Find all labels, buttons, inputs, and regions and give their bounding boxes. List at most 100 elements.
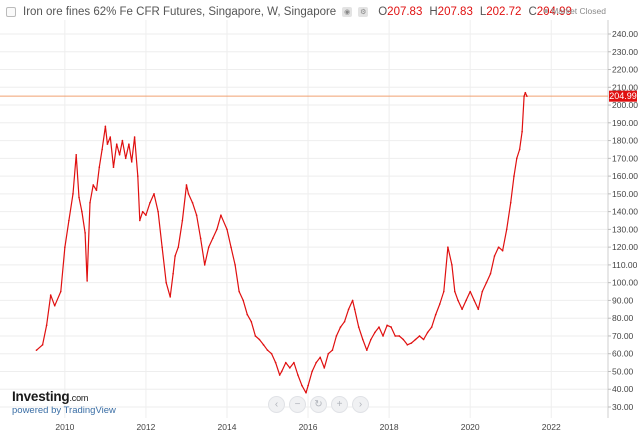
series-point (254, 335, 257, 337)
y-tick-label: 40.00 (612, 384, 634, 394)
series-point (335, 335, 338, 337)
x-tick-label: 2010 (55, 422, 74, 432)
series-point (230, 246, 232, 248)
series-point (438, 303, 441, 305)
symbol-toggle-icon[interactable] (6, 7, 16, 17)
y-tick-label: 50.00 (612, 366, 634, 376)
series-point (297, 374, 299, 376)
series-point (501, 249, 504, 252)
series-point (394, 335, 397, 337)
x-tick-label: 2016 (299, 422, 318, 432)
series-point (505, 228, 508, 231)
series-point (434, 313, 437, 316)
series-point (195, 214, 198, 216)
series-point (457, 299, 459, 302)
current-price-label-bg (609, 90, 637, 102)
series-point (92, 184, 95, 186)
series-point (274, 361, 277, 364)
series-point (293, 361, 295, 364)
x-tick-label: 2018 (380, 422, 399, 432)
series-point (41, 344, 44, 346)
y-tick-label: 120.00 (612, 242, 638, 252)
series-point (430, 326, 433, 328)
series-point (280, 370, 283, 373)
series-point (115, 143, 118, 145)
zoom-in-button[interactable]: + (331, 396, 348, 413)
y-tick-label: 130.00 (612, 224, 638, 234)
series-point (220, 214, 222, 216)
series-point (226, 228, 228, 231)
series-point (307, 384, 309, 387)
series-point (169, 296, 172, 298)
high-label: H (429, 6, 438, 18)
series-point (418, 335, 421, 337)
series-point (311, 370, 313, 373)
series-point (382, 335, 384, 337)
settings-icon[interactable]: ⚙ (358, 7, 369, 17)
series-point (370, 338, 372, 341)
scroll-right-button[interactable]: › (352, 396, 369, 413)
series-point (133, 136, 136, 138)
series-point (410, 342, 413, 344)
series-line (36, 92, 528, 394)
series-points (35, 91, 528, 394)
series-point (246, 313, 249, 316)
series-point (270, 352, 273, 355)
series-point (513, 175, 515, 177)
series-point (112, 166, 115, 169)
low-label: L (479, 6, 487, 18)
series-point (278, 374, 281, 376)
series-point (68, 219, 70, 222)
series-point (60, 290, 62, 293)
y-axis-ticks: 30.00 40.00 50.00 60.00 70.00 80.00 90.00 100.0… (608, 29, 638, 412)
series-point (526, 95, 528, 97)
series-point (343, 320, 346, 323)
y-tick-label: 190.00 (612, 118, 638, 128)
series-point (121, 139, 124, 142)
y-tick-label: 180.00 (612, 136, 638, 146)
series-point (109, 136, 112, 138)
series-point (319, 356, 322, 359)
series-point (181, 219, 184, 222)
series-point (262, 344, 265, 346)
powered-by-link[interactable]: powered by TradingView (12, 405, 116, 416)
series-point (339, 326, 342, 328)
brand-logo[interactable]: Investing.com powered by TradingView (12, 389, 116, 416)
series-point (72, 193, 74, 195)
brand-suffix: .com (69, 393, 89, 403)
series-point (139, 219, 141, 222)
series-point (516, 157, 518, 160)
series-point (174, 255, 176, 257)
status-dot-icon (544, 9, 549, 13)
series-point (406, 344, 409, 346)
chart-navigation: ‹ − ↻ + › (268, 396, 369, 413)
series-point (473, 299, 476, 302)
open-value: 207.83 (387, 6, 423, 18)
series-point (323, 367, 326, 369)
series-point (130, 161, 133, 163)
series-point (185, 184, 188, 186)
series-point (485, 281, 488, 284)
series-point (357, 326, 360, 328)
visibility-icon[interactable]: ◉ (342, 7, 353, 17)
series-point (75, 153, 78, 156)
series-point (426, 331, 429, 334)
series-point (451, 264, 453, 266)
zoom-out-button[interactable]: − (289, 396, 306, 413)
series-point (361, 338, 364, 341)
series-point (327, 352, 330, 355)
series-point (137, 175, 139, 177)
series-point (461, 308, 463, 311)
scroll-left-button[interactable]: ‹ (268, 396, 285, 413)
market-status-text: Market Closed (551, 6, 606, 16)
series-point (187, 193, 190, 195)
series-point (489, 272, 492, 275)
y-tick-label: 30.00 (612, 402, 634, 412)
series-point (315, 361, 317, 364)
reset-button[interactable]: ↻ (310, 396, 327, 413)
series-point (521, 130, 523, 133)
series-point (481, 290, 484, 293)
series-point (84, 232, 86, 234)
